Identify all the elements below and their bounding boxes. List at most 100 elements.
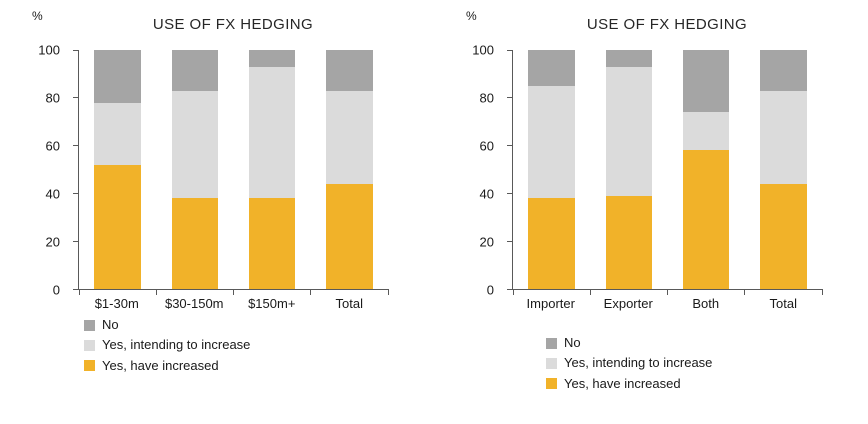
- bar-segment: [94, 164, 141, 289]
- y-tick-mark: [507, 240, 513, 242]
- y-tick-mark: [507, 192, 513, 194]
- bars: [79, 50, 388, 289]
- bar--150m-: [234, 50, 311, 289]
- bar-segment: [326, 50, 373, 91]
- y-tick-mark: [73, 240, 79, 242]
- bar-segment: [248, 50, 296, 67]
- legend-label: Yes, intending to increase: [102, 337, 251, 353]
- x-tick-mark: [155, 289, 157, 295]
- bar-segment: [682, 50, 730, 113]
- x-axis-category-label: Total: [335, 296, 363, 311]
- x-axis-category-label: Exporter: [603, 296, 653, 311]
- fx-hedging-chart-by-trade-exposure: % USE OF FX HEDGING 0 20 40 60 80 100 Importe…: [434, 0, 868, 424]
- bar-segment: [605, 50, 653, 67]
- y-tick-mark: [73, 145, 79, 147]
- y-tick-mark: [73, 49, 79, 51]
- y-tick-label: 0: [486, 282, 494, 298]
- x-axis-labels: $1-30m $30-150m $150m+ Total: [78, 296, 388, 311]
- legend-label: Yes, intending to increase: [564, 355, 713, 371]
- bars: [513, 50, 822, 289]
- y-tick-mark: [507, 49, 513, 51]
- x-tick-mark: [512, 289, 514, 295]
- y-axis-labels: 0 20 40 60 80 100: [0, 44, 70, 297]
- bar-segment: [605, 195, 653, 289]
- x-tick-mark: [387, 289, 389, 295]
- x-axis-category-label: Importer: [526, 296, 575, 311]
- bar-segment: [94, 50, 141, 103]
- bar-segment: [682, 112, 730, 151]
- x-tick-mark: [78, 289, 80, 295]
- y-tick-label: 100: [38, 42, 60, 58]
- bar-segment: [171, 50, 219, 91]
- bar-segment: [528, 50, 575, 86]
- y-axis-labels: 0 20 40 60 80 100: [434, 44, 504, 297]
- x-axis-category-label: $150m+: [248, 296, 296, 311]
- stacked-bar: [248, 50, 296, 289]
- bar--30-150m: [156, 50, 233, 289]
- legend-item: No: [84, 317, 250, 332]
- x-tick-mark: [744, 289, 746, 295]
- x-tick-mark: [821, 289, 823, 295]
- x-axis-category-label: Total: [769, 296, 797, 311]
- bar-segment: [760, 90, 807, 184]
- stacked-bar: [326, 50, 373, 289]
- bar-segment: [760, 183, 807, 289]
- stacked-bar: [605, 50, 653, 289]
- y-tick-label: 0: [52, 282, 60, 298]
- fx-hedging-chart-by-firm-size: % USE OF FX HEDGING 0 20 40 60 80 100 $1-30m $…: [0, 9, 389, 379]
- y-tick-mark: [507, 288, 513, 290]
- legend-swatch: [546, 337, 557, 349]
- legend-swatch: [84, 339, 95, 351]
- bar-segment: [248, 66, 296, 199]
- bar-segment: [248, 198, 296, 289]
- legend-item: Yes, have increased: [546, 375, 712, 391]
- legend-item: No: [546, 335, 712, 350]
- stacked-bar: [528, 50, 575, 289]
- y-tick-label: 100: [472, 42, 494, 58]
- legend-label: Yes, have increased: [564, 375, 681, 391]
- stacked-bar: [171, 50, 219, 289]
- plot-area: [73, 49, 389, 295]
- legend-swatch: [84, 319, 95, 331]
- x-axis-labels: Importer Exporter Both Total: [512, 296, 822, 311]
- y-tick-label: 60: [479, 138, 494, 154]
- bar-total: [311, 50, 388, 289]
- bar-segment: [760, 50, 807, 91]
- y-tick-label: 20: [479, 234, 494, 250]
- bar-segment: [326, 90, 373, 184]
- y-tick-mark: [507, 145, 513, 147]
- x-tick-mark: [233, 289, 234, 295]
- legend-label: No: [102, 317, 119, 332]
- y-tick-label: 80: [45, 90, 60, 106]
- y-tick-mark: [507, 97, 513, 99]
- bar-segment: [171, 90, 219, 199]
- bar-segment: [528, 85, 575, 199]
- legend-item: Yes, intending to increase: [546, 355, 713, 371]
- x-tick-mark: [589, 289, 591, 295]
- x-tick-mark: [310, 289, 312, 295]
- y-tick-mark: [73, 97, 79, 99]
- bar-segment: [326, 183, 373, 289]
- stacked-bar: [94, 50, 141, 289]
- y-tick-label: 40: [45, 186, 60, 202]
- bar-segment: [94, 102, 141, 165]
- y-tick-mark: [73, 192, 79, 194]
- legend-item: Yes, have increased: [84, 358, 250, 373]
- bar-exporter: [590, 50, 667, 289]
- bar-both: [668, 50, 745, 289]
- bar-segment: [171, 198, 219, 289]
- bar--1-30m: [79, 50, 156, 289]
- x-axis-category-label: $1-30m: [94, 296, 139, 311]
- legend-swatch: [546, 378, 557, 390]
- legend: No Yes, intending to increase Yes, have in…: [84, 317, 251, 379]
- legend: No Yes, intending to increase Yes, have in…: [546, 335, 713, 397]
- y-tick-label: 20: [45, 234, 60, 250]
- bar-importer: [513, 50, 590, 289]
- x-axis-category-label: $30-150m: [164, 296, 224, 311]
- stacked-bar: [760, 50, 807, 289]
- plot-area: [507, 49, 823, 295]
- bar-segment: [682, 150, 730, 289]
- x-axis-category-label: Both: [692, 296, 720, 311]
- stacked-bar: [682, 50, 730, 289]
